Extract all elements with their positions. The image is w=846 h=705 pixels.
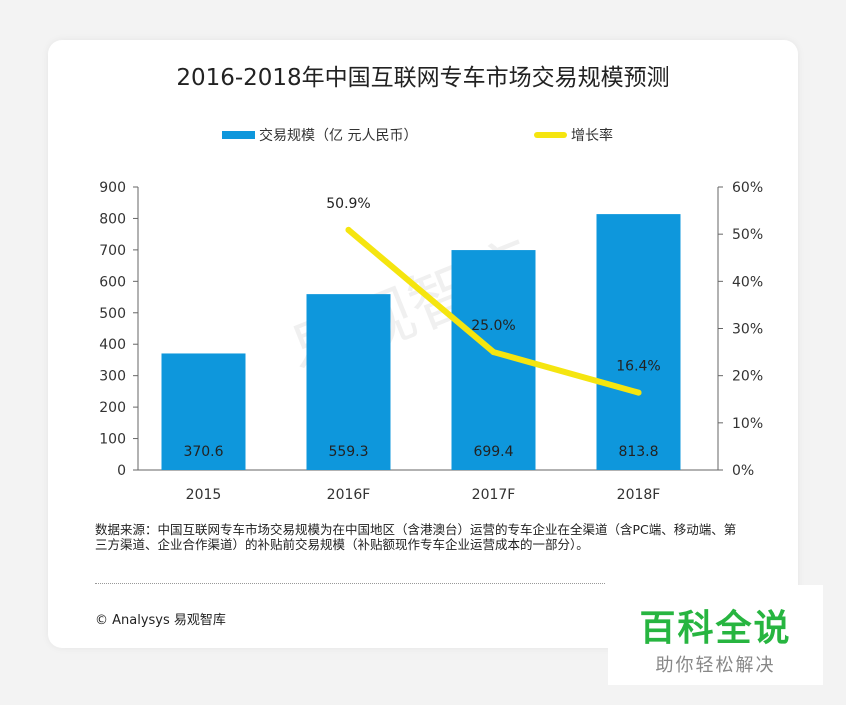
x-tick-label: 2017F xyxy=(472,487,516,503)
site-badge: 百科全说助你轻松解决 xyxy=(608,585,823,685)
x-tick-label: 2015 xyxy=(186,487,222,503)
y2-tick-label: 30% xyxy=(732,322,763,338)
y-tick-label: 600 xyxy=(99,274,126,290)
line-point xyxy=(490,349,497,356)
x-tick-label: 2018F xyxy=(617,487,661,503)
line-point xyxy=(345,226,352,233)
bar xyxy=(306,294,391,470)
y2-tick-label: 20% xyxy=(732,369,763,385)
line-label: 50.9% xyxy=(326,196,370,212)
y-tick-label: 700 xyxy=(99,243,126,259)
line-label: 25.0% xyxy=(471,318,515,334)
badge-subtitle: 助你轻松解决 xyxy=(655,655,776,676)
legend-swatch-bar xyxy=(222,131,255,139)
legend-swatch-line xyxy=(534,132,567,138)
y2-tick-label: 0% xyxy=(732,463,754,479)
y-tick-label: 800 xyxy=(99,211,126,227)
bar xyxy=(596,214,681,470)
line-label: 16.4% xyxy=(616,359,660,375)
legend-line: 增长率 xyxy=(534,125,613,145)
source-note: 数据来源：中国互联网专车市场交易规模为在中国地区（含港澳台）运营的专车企业在全渠… xyxy=(95,522,737,552)
badge-title: 百科全说 xyxy=(639,608,792,649)
y-tick-label: 500 xyxy=(99,306,126,322)
y-tick-label: 400 xyxy=(99,337,126,353)
bar-label: 559.3 xyxy=(328,444,368,460)
y2-tick-label: 40% xyxy=(732,274,763,290)
divider xyxy=(95,583,605,584)
y-tick-label: 200 xyxy=(99,400,126,416)
legend-bar: 交易规模（亿 元人民币） xyxy=(222,125,417,145)
y2-tick-label: 10% xyxy=(732,416,763,432)
line-point xyxy=(635,389,642,396)
chart-title: 2016-2018年中国互联网专车市场交易规模预测 xyxy=(176,65,670,91)
y2-tick-label: 50% xyxy=(732,227,763,243)
y-tick-label: 300 xyxy=(99,369,126,385)
copyright: © Analysys 易观智库 xyxy=(95,613,226,628)
y2-tick-label: 60% xyxy=(732,180,763,196)
bar-label: 370.6 xyxy=(183,444,223,460)
legend-label: 交易规模（亿 元人民币） xyxy=(259,128,418,144)
x-tick-label: 2016F xyxy=(327,487,371,503)
bar-label: 699.4 xyxy=(473,444,513,460)
bar xyxy=(161,353,246,470)
legend-label: 增长率 xyxy=(571,128,613,144)
bar-label: 813.8 xyxy=(618,444,658,460)
y-tick-label: 100 xyxy=(99,432,126,448)
y-tick-label: 900 xyxy=(99,180,126,196)
y-tick-label: 0 xyxy=(117,463,126,479)
